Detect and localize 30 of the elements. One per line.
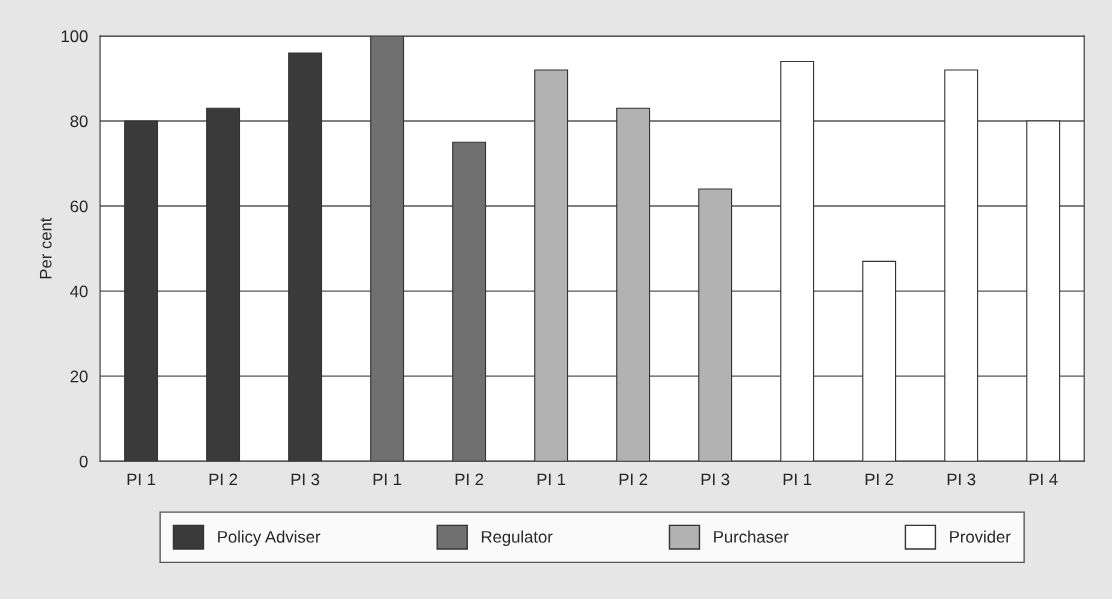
y-tick-label: 80	[70, 115, 88, 128]
legend-label: Regulator	[481, 530, 553, 547]
bar	[206, 107, 241, 462]
x-tick-label: PI 2	[209, 473, 238, 486]
x-tick-label: PI 1	[373, 473, 402, 486]
legend-label: Provider	[950, 530, 1011, 543]
bar	[288, 52, 323, 462]
x-tick-label: PI 3	[947, 473, 976, 486]
x-tick-label: PI 1	[127, 473, 156, 486]
x-tick-label: PI 1	[537, 473, 566, 486]
x-tick-label: PI 2	[619, 473, 648, 486]
bar	[452, 141, 487, 462]
bar	[698, 188, 733, 462]
x-tick-label: PI 3	[701, 473, 730, 486]
x-tick-label: PI 2	[455, 473, 484, 486]
x-tick-label: PI 1	[783, 473, 812, 486]
bar	[124, 120, 159, 462]
x-tick-label: PI 4	[1029, 473, 1058, 486]
y-tick-label: 20	[70, 370, 88, 383]
bar	[616, 107, 651, 462]
legend-label: Purchaser	[714, 530, 789, 543]
legend-label: Policy Adviser	[218, 530, 321, 547]
y-tick-label: 40	[70, 285, 88, 298]
x-tick-label: PI 3	[291, 473, 320, 486]
y-tick-label: 100	[61, 30, 88, 43]
y-axis-title: Per cent	[39, 217, 52, 279]
x-tick-label: PI 2	[865, 473, 894, 486]
y-tick-label: 0	[79, 455, 88, 468]
bar	[534, 69, 569, 462]
y-tick-label: 60	[70, 200, 88, 213]
